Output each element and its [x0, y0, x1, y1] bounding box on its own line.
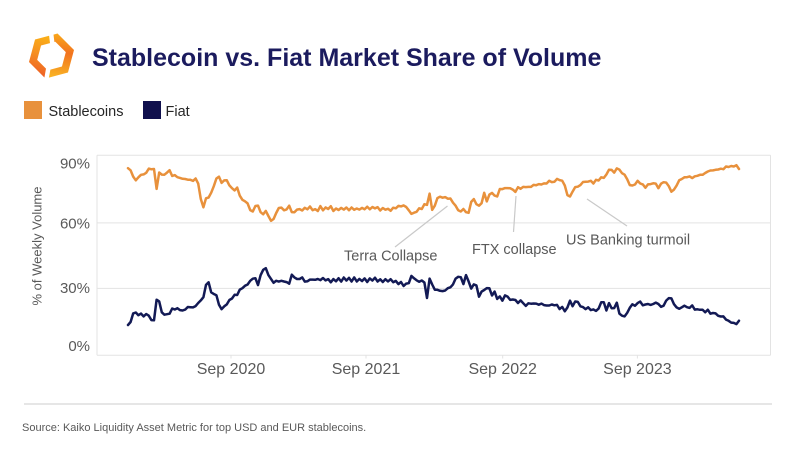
svg-text:Fiat: Fiat: [166, 104, 190, 120]
svg-text:90%: 90%: [60, 156, 90, 173]
svg-text:Stablecoin vs. Fiat Market Sha: Stablecoin vs. Fiat Market Share of Volu…: [92, 44, 601, 72]
svg-text:Source: Kaiko Liquidity Asset: Source: Kaiko Liquidity Asset Metric for…: [22, 422, 366, 434]
svg-text:Stablecoins: Stablecoins: [49, 104, 124, 120]
svg-text:Terra Collapse: Terra Collapse: [344, 248, 438, 264]
svg-text:US Banking turmoil: US Banking turmoil: [566, 232, 690, 248]
svg-text:0%: 0%: [68, 338, 90, 355]
svg-text:Sep 2020: Sep 2020: [197, 361, 266, 378]
svg-text:Sep 2021: Sep 2021: [332, 361, 401, 378]
svg-text:60%: 60%: [60, 216, 90, 233]
svg-text:% of Weekly Volume: % of Weekly Volume: [30, 187, 45, 306]
svg-text:FTX collapse: FTX collapse: [472, 242, 557, 258]
svg-text:Sep 2023: Sep 2023: [603, 361, 672, 378]
svg-text:Sep 2022: Sep 2022: [468, 361, 537, 378]
svg-text:30%: 30%: [60, 280, 90, 297]
